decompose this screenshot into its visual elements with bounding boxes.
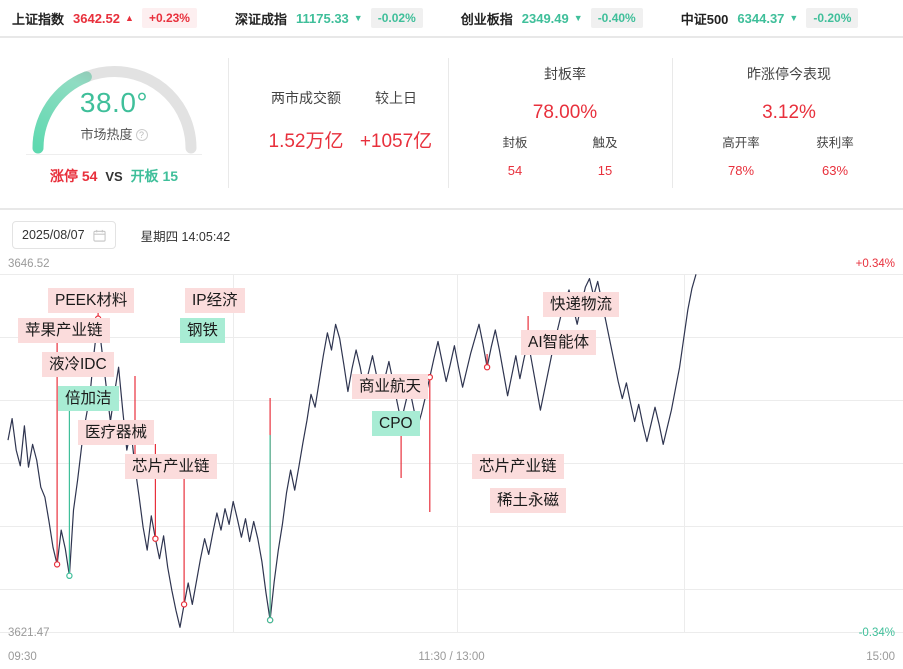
annotation-marker <box>180 601 188 608</box>
gauge-svg <box>32 66 196 154</box>
gauge-arc: 38.0° 市场热度? <box>22 54 207 154</box>
index-change-badge: -0.20% <box>806 8 859 28</box>
weekday-time: 星期四 14:05:42 <box>140 229 231 244</box>
annotation-marker <box>53 561 61 568</box>
metric-title: 两市成交额 <box>271 90 341 106</box>
annotation-label[interactable]: 钢铁 <box>180 318 226 344</box>
arrow-down-icon: ▼ <box>353 13 363 23</box>
annotation-label[interactable]: 芯片产业链 <box>472 454 564 480</box>
index-item-cybz[interactable]: 创业板指 2349.49 ▼ -0.40% <box>461 8 643 28</box>
price-series <box>7 274 697 628</box>
annotation-connectors <box>56 312 529 621</box>
stats-panel: 38.0° 市场热度? 涨停 54 VS 开板 15 两市成交额 1.52万亿 … <box>0 38 903 210</box>
annotation-label[interactable]: 稀土永磁 <box>490 488 567 514</box>
annotation-label[interactable]: AI智能体 <box>521 330 597 356</box>
annotation-label[interactable]: 快递物流 <box>543 292 620 318</box>
open-board-label: 开板 <box>130 168 159 184</box>
metric-sub-title: 封板 <box>502 136 528 150</box>
axis-time-open: 09:30 <box>8 651 37 663</box>
metric-value: 3.12% <box>762 102 816 123</box>
index-name: 中证500 <box>680 11 729 27</box>
index-item-szzs[interactable]: 上证指数 3642.52 ▲ +0.23% <box>12 8 197 28</box>
index-item-szcz[interactable]: 深证成指 11175.33 ▼ -0.02% <box>235 8 423 28</box>
annotation-label[interactable]: 液冷IDC <box>42 352 114 378</box>
panel-divider <box>672 58 673 188</box>
price-line <box>7 274 697 628</box>
index-bar: 上证指数 3642.52 ▲ +0.23% 深证成指 11175.33 ▼ -0… <box>0 0 903 38</box>
intraday-chart: 3646.52 +0.34% 3621.47 -0.34% 09:30 11:3… <box>0 256 903 669</box>
index-name: 上证指数 <box>12 11 65 27</box>
gauge-caption-text: 市场热度 <box>80 127 133 142</box>
market-heat-gauge: 38.0° 市场热度? 涨停 54 VS 开板 15 <box>8 46 220 202</box>
axis-high-pct: +0.34% <box>855 258 895 270</box>
metric-title: 较上日 <box>375 90 417 106</box>
metric-turnover: 两市成交额 1.52万亿 <box>246 88 366 153</box>
index-value: 3642.52 <box>73 10 121 26</box>
date-picker[interactable]: 2025/08/07 <box>12 221 116 249</box>
gauge-caption: 市场热度? <box>22 124 207 143</box>
annotation-marker <box>483 363 491 371</box>
panel-divider <box>448 58 449 188</box>
arrow-down-icon: ▼ <box>789 13 799 23</box>
metric-high-open-rate: 高开率 78% <box>696 132 786 178</box>
limit-up-summary: 涨停 54 VS 开板 15 <box>26 154 202 186</box>
annotation-marker <box>66 572 73 579</box>
metric-profit-rate: 获利率 63% <box>790 132 880 178</box>
annotation-label[interactable]: 商业航天 <box>352 374 429 400</box>
limit-up-label: 涨停 <box>49 168 78 184</box>
axis-time-close: 15:00 <box>866 651 895 663</box>
index-name: 创业板指 <box>460 11 513 27</box>
date-picker-value: 2025/08/07 <box>22 228 85 242</box>
index-value: 2349.49 <box>521 10 569 26</box>
metric-title: 封板率 <box>544 66 586 82</box>
metric-seal-rate: 封板率 78.00% <box>470 64 660 124</box>
index-name: 深证成指 <box>234 11 287 27</box>
metric-touch-count: 触及 15 <box>560 132 650 178</box>
index-change-badge: -0.40% <box>590 8 643 28</box>
metric-sub-title: 获利率 <box>816 136 854 150</box>
annotation-label[interactable]: CPO <box>372 411 420 437</box>
index-value: 11175.33 <box>296 10 349 26</box>
axis-time-mid: 11:30 / 13:00 <box>418 651 485 663</box>
annotation-label[interactable]: PEEK材料 <box>48 288 135 314</box>
annotation-label[interactable]: 苹果产业链 <box>18 318 110 344</box>
axis-low-value: 3621.47 <box>8 627 50 639</box>
panel-divider <box>228 58 229 188</box>
metric-vs-prev-day: 较上日 +1057亿 <box>336 88 456 153</box>
arrow-up-icon: ▲ <box>125 13 134 23</box>
annotation-label[interactable]: 芯片产业链 <box>125 454 217 480</box>
axis-high-value: 3646.52 <box>8 258 50 270</box>
annotation-marker <box>266 616 274 624</box>
metric-value: 78.00% <box>532 102 598 123</box>
gauge-value: 38.0° <box>79 87 149 118</box>
limit-up-count: 54 <box>81 168 98 184</box>
metric-sub-title: 触及 <box>592 136 618 150</box>
metric-sub-value: 78% <box>727 163 755 178</box>
arrow-down-icon: ▼ <box>573 13 583 23</box>
metric-sub-value: 54 <box>507 163 523 178</box>
annotation-label[interactable]: 倍加洁 <box>58 386 119 412</box>
index-change-badge: -0.02% <box>370 8 423 28</box>
annotation-label[interactable]: 医疗器械 <box>78 420 155 446</box>
metric-value: 1.52万亿 <box>268 131 344 152</box>
calendar-icon <box>92 229 106 242</box>
metric-seal-count: 封板 54 <box>470 132 560 178</box>
open-board-count: 15 <box>162 168 179 184</box>
metric-sub-title: 高开率 <box>722 136 760 150</box>
metric-yesterday-performance: 昨涨停今表现 3.12% <box>694 64 884 124</box>
annotation-marker <box>152 535 159 542</box>
metric-sub-value: 15 <box>597 163 613 178</box>
metric-value: +1057亿 <box>359 131 433 152</box>
axis-low-pct: -0.34% <box>858 627 895 639</box>
index-item-zz500[interactable]: 中证500 6344.37 ▼ -0.20% <box>681 8 859 28</box>
vs-label: VS <box>105 169 123 184</box>
index-change-badge: +0.23% <box>141 8 197 28</box>
metric-title: 昨涨停今表现 <box>747 66 831 82</box>
date-toolbar: 2025/08/07 星期四 14:05:42 <box>0 212 903 258</box>
index-value: 6344.37 <box>737 10 785 26</box>
annotation-label[interactable]: IP经济 <box>185 288 245 314</box>
help-icon[interactable]: ? <box>135 129 148 141</box>
metric-sub-value: 63% <box>821 163 849 178</box>
